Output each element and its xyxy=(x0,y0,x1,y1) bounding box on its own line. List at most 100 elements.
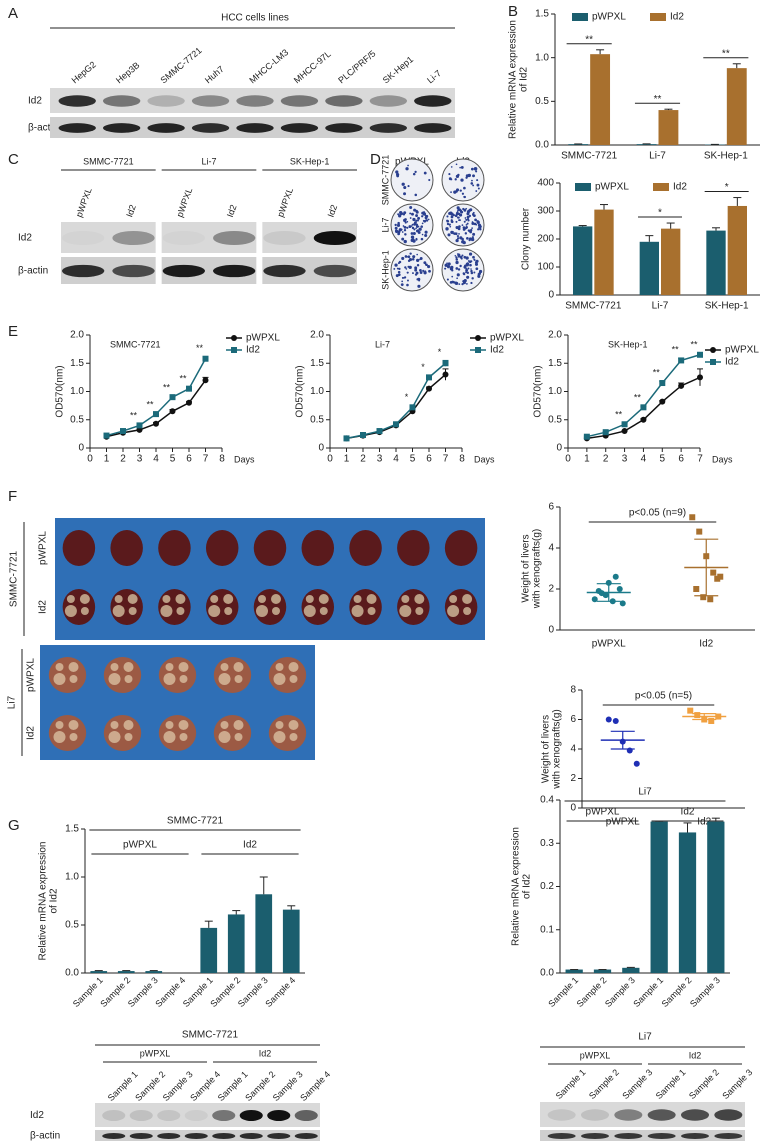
blot-background xyxy=(540,1102,745,1127)
bar xyxy=(726,68,747,145)
colony xyxy=(401,256,405,260)
tumor-nodule xyxy=(319,607,328,615)
marker xyxy=(710,359,716,365)
group-label: SMMC-7721 xyxy=(83,156,134,166)
colony xyxy=(400,283,404,287)
colony xyxy=(428,269,431,273)
blot-background xyxy=(540,1130,745,1141)
colony xyxy=(397,213,400,216)
colony xyxy=(446,278,449,281)
y-axis-label: OD570(nm) xyxy=(533,365,544,417)
blot-band xyxy=(58,123,96,133)
panel-letter: E xyxy=(8,323,18,340)
colony xyxy=(470,271,474,275)
colony xyxy=(454,178,457,181)
blot-band xyxy=(681,1133,709,1139)
marker xyxy=(697,351,703,358)
colony xyxy=(450,166,453,168)
tumor-nodule xyxy=(218,673,231,685)
colony xyxy=(419,271,423,275)
colony xyxy=(409,217,412,219)
group-label: Li-7 xyxy=(201,156,216,166)
colony xyxy=(474,262,479,266)
marker xyxy=(186,385,192,392)
blot-band xyxy=(112,264,155,278)
x-tick-label: 7 xyxy=(697,454,703,465)
liver xyxy=(349,530,382,566)
colony xyxy=(471,227,473,229)
tumor-nodule xyxy=(53,731,66,743)
colony xyxy=(465,268,468,270)
x-tick-label: 1 xyxy=(584,454,590,465)
y-tick-label: 0.5 xyxy=(310,414,324,425)
colony xyxy=(411,212,414,216)
blot-band xyxy=(62,264,105,278)
tumor-nodule xyxy=(224,607,233,615)
bar xyxy=(639,241,659,295)
legend-swatch xyxy=(572,13,588,21)
colony xyxy=(403,185,407,190)
tumor-nodule xyxy=(220,663,229,671)
colony xyxy=(418,279,421,282)
x-tick-label: Li-7 xyxy=(649,151,666,162)
colony xyxy=(450,213,453,216)
tumor-nodule xyxy=(66,595,75,603)
blot-band xyxy=(103,123,141,133)
row-label: pWPXL xyxy=(26,658,37,692)
y-tick-label: 1.0 xyxy=(70,386,84,397)
colony xyxy=(472,255,475,259)
marker xyxy=(697,374,703,381)
colony xyxy=(398,267,401,270)
tumor-nodule xyxy=(108,673,121,685)
bar xyxy=(573,226,593,295)
colony xyxy=(465,262,470,267)
colony xyxy=(411,257,415,261)
y-tick-label: 1.5 xyxy=(70,358,84,369)
colony xyxy=(417,216,420,220)
colony xyxy=(446,222,450,226)
colony xyxy=(422,269,425,273)
colony xyxy=(412,172,416,176)
colony xyxy=(419,269,422,272)
x-axis-label: Days xyxy=(712,454,733,464)
tumor-nodule xyxy=(127,594,138,604)
x-tick-label: 4 xyxy=(641,454,647,465)
colony xyxy=(456,235,460,238)
x-tick-label: 2 xyxy=(603,454,609,465)
colony xyxy=(472,174,475,178)
tumor-nodule xyxy=(401,595,410,603)
marker xyxy=(678,382,685,389)
x-tick-label: 6 xyxy=(426,454,432,465)
row-label: SMMC-7721 xyxy=(380,155,390,206)
panel-letter: A xyxy=(8,5,18,22)
annotation: ** xyxy=(653,368,661,378)
blot-band xyxy=(647,1133,676,1139)
annotation: ** xyxy=(672,345,680,355)
y-tick-label: 100 xyxy=(537,262,554,273)
blot-band xyxy=(184,1133,208,1139)
y-tick-label: 0 xyxy=(570,803,576,814)
colony xyxy=(460,166,464,169)
y-tick-label: 0 xyxy=(78,443,84,454)
tumor-nodule xyxy=(303,605,316,617)
tumor-nodule xyxy=(165,663,174,671)
tumor-nodule xyxy=(163,731,176,743)
colony xyxy=(468,229,471,232)
panel-letter: F xyxy=(8,488,17,505)
colony xyxy=(476,183,480,187)
legend-label: Id2 xyxy=(670,12,684,23)
colony xyxy=(404,233,407,236)
marker xyxy=(583,433,590,440)
colony xyxy=(423,219,427,223)
colony xyxy=(424,216,428,220)
marker xyxy=(708,717,715,724)
colony xyxy=(473,271,476,274)
tumor-nodule xyxy=(415,607,424,615)
colony xyxy=(462,228,466,231)
colony xyxy=(450,230,454,234)
colony xyxy=(470,281,473,285)
row-label: Id2 xyxy=(30,1110,44,1121)
y-axis-label: Weight of livers xyxy=(521,534,532,602)
colony xyxy=(405,268,408,270)
